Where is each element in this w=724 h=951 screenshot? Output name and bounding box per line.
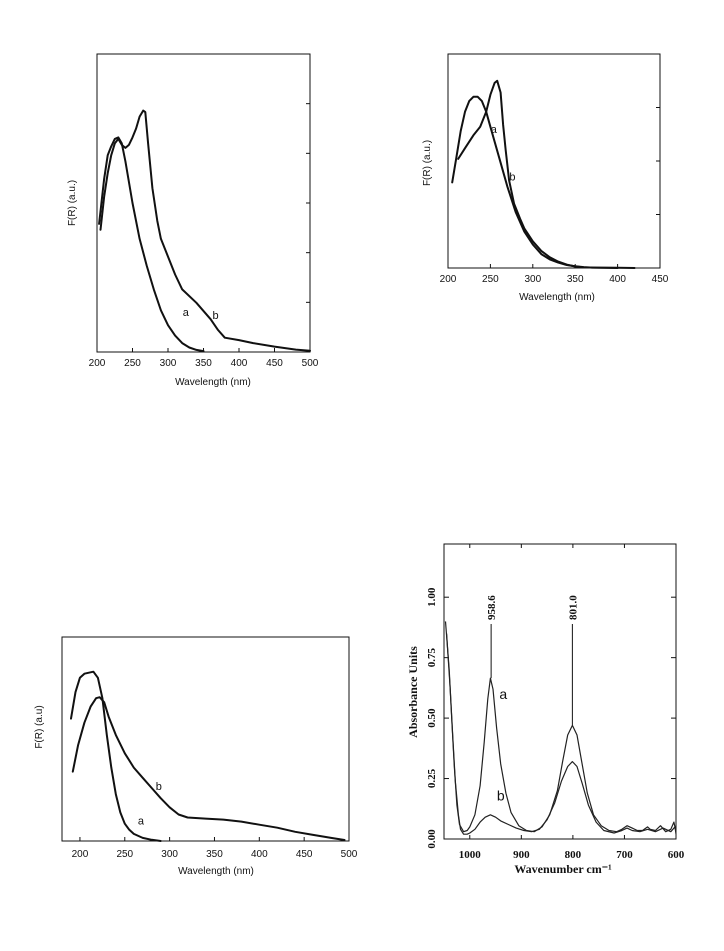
x-tick-label: 400 [609, 274, 626, 285]
series-line-b [446, 633, 677, 835]
y-tick-label: 0.00 [426, 829, 438, 849]
panel-ir-peak-markers: 958.6 801.0 [486, 595, 579, 726]
series-label-b: b [156, 781, 162, 793]
panel-uv-3-y-axis-label: F(R) (a.u) [34, 705, 45, 748]
x-tick-label: 450 [296, 849, 313, 860]
panel-uv-2-curves [451, 79, 636, 269]
panel-uv-2-y-axis-label: F(R) (a.u.) [422, 140, 433, 186]
panel-uv-1-ticks [96, 103, 311, 352]
x-tick-label: 450 [266, 358, 283, 369]
x-tick-label: 250 [124, 358, 141, 369]
panel-ir-x-tick-labels: 1000 900 800 700 600 [459, 849, 685, 861]
panel-ir-y-tick-labels: 0.00 0.25 0.50 0.75 1.00 [426, 587, 438, 849]
panel-uv-2-frame [447, 53, 661, 269]
series-label-a: a [491, 124, 498, 136]
series-line-a [98, 136, 205, 353]
panel-ir-y-axis-label: Absorbance Units [406, 646, 420, 738]
x-tick-label: 200 [72, 849, 89, 860]
series-line-b [99, 109, 311, 352]
x-tick-label: 250 [116, 849, 133, 860]
x-tick-label: 500 [302, 358, 319, 369]
x-tick-label: 350 [195, 358, 212, 369]
panel-uv-3-x-axis-label: Wavelength (nm) [178, 866, 254, 877]
x-tick-label: 500 [341, 849, 358, 860]
x-tick-label: 350 [206, 849, 223, 860]
panel-uv-1-x-axis-label: Wavelength (nm) [175, 377, 251, 388]
series-label-b: b [213, 310, 219, 322]
panel-uv-3-x-tick-labels: 200 250 300 350 400 450 500 [72, 849, 358, 860]
x-tick-label: 800 [565, 849, 582, 861]
panel-ir-frame [443, 543, 677, 840]
x-tick-label: 200 [89, 358, 106, 369]
x-tick-label: 200 [440, 274, 457, 285]
peak-label: 801.0 [567, 595, 579, 620]
y-tick-label: 0.50 [426, 708, 438, 728]
panel-uv-3-series-labels: ab [138, 781, 162, 828]
panel-uv-3-frame [61, 636, 350, 842]
panel-uv-2-x-tick-labels: 200 250 300 350 400 450 [440, 274, 669, 285]
series-line-a [444, 621, 677, 833]
x-tick-label: 1000 [459, 849, 482, 861]
panel-ir-x-axis-label: Wavenumber cm⁻¹ [514, 862, 612, 876]
series-label-a: a [138, 816, 145, 828]
panel-uv-2-ticks [447, 107, 661, 268]
x-tick-label: 900 [513, 849, 530, 861]
panel-uv-1-x-tick-labels: 200 250 300 350 400 450 500 [89, 358, 319, 369]
panel-uv-1-frame [96, 53, 311, 353]
peak-label: 958.6 [486, 595, 498, 620]
series-line-a [70, 670, 162, 842]
y-tick-label: 0.25 [426, 768, 438, 788]
panel-ir-ticks [444, 544, 677, 840]
series-line-b [457, 79, 619, 269]
x-tick-label: 400 [231, 358, 248, 369]
x-tick-label: 600 [668, 849, 685, 861]
x-tick-label: 450 [652, 274, 669, 285]
panel-ir-curves [444, 621, 677, 835]
panel-uv-2-x-axis-label: Wavelength (nm) [519, 292, 595, 303]
panel-uv-3-curves [70, 670, 346, 842]
series-line-a [451, 95, 636, 269]
y-tick-label: 1.00 [426, 587, 438, 607]
x-tick-label: 250 [482, 274, 499, 285]
x-tick-label: 300 [161, 849, 178, 860]
series-label-a: a [183, 307, 190, 319]
panel-uv-3: 200 250 300 350 400 450 500 ab Wavelength (nm)… [34, 636, 358, 877]
series-label-b: b [509, 171, 515, 183]
x-tick-label: 300 [524, 274, 541, 285]
x-tick-label: 350 [567, 274, 584, 285]
series-line-b [71, 696, 346, 841]
panel-uv-1-curves [98, 109, 311, 353]
series-label-b: b [497, 787, 505, 803]
x-tick-label: 700 [616, 849, 633, 861]
panel-ir: 1000 900 800 700 600 0.00 0.25 0.50 0.75 1.00 95… [406, 543, 685, 876]
y-tick-label: 0.75 [426, 648, 438, 668]
x-tick-label: 400 [251, 849, 268, 860]
panel-uv-2: 200 250 300 350 400 450 ab Wavelength (nm) F(… [422, 53, 669, 303]
panel-uv-1-y-axis-label: F(R) (a.u.) [67, 180, 78, 226]
panel-ir-series-labels: ab [497, 686, 508, 804]
series-label-a: a [499, 686, 507, 702]
panel-uv-3-ticks [79, 837, 350, 841]
x-tick-label: 300 [160, 358, 177, 369]
panel-uv-2-series-labels: ab [491, 124, 516, 183]
